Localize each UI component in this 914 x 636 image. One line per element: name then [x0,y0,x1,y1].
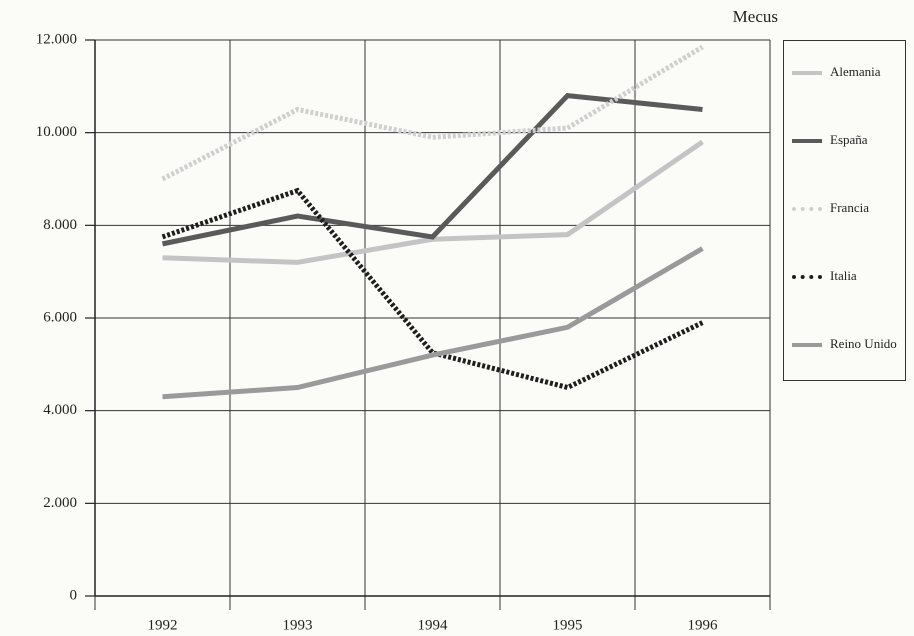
legend-swatch [792,71,822,75]
y-tick-label: 2.000 [43,495,77,511]
series-line [161,187,704,391]
legend-swatch [792,207,822,211]
y-tick-label: 10.000 [36,124,77,140]
legend-label: Italia [830,268,857,283]
x-tick-label: 1994 [418,617,449,633]
y-tick-label: 8.000 [43,217,77,233]
x-tick-label: 1993 [283,617,313,633]
y-tick-label: 12.000 [36,31,77,47]
series-line [161,44,704,182]
legend-label: Alemania [830,64,881,79]
x-tick-label: 1995 [553,617,583,633]
legend-item: Italia [792,267,904,284]
legend-label: Reino Unido [830,336,897,351]
legend-item: Reino Unido [792,335,904,352]
legend-item: España [792,131,904,148]
legend-swatch [792,275,822,279]
legend-label: Francia [830,200,869,215]
y-tick-label: 4.000 [43,402,77,418]
series-line [161,92,703,247]
legend-swatch [792,343,822,347]
y-tick-label: 6.000 [43,309,77,325]
x-tick-label: 1992 [148,617,178,633]
legend-swatch [792,139,822,143]
x-tick-label: 1996 [688,617,719,633]
legend-item: Alemania [792,63,904,80]
legend: Alemania España Francia Italia Reino Unido [783,40,906,381]
series-line [162,246,704,400]
unit-label: Mecus [733,7,778,26]
y-tick-label: 0 [70,587,78,603]
legend-item: Francia [792,199,904,216]
legend-label: España [830,132,868,147]
series-line [162,139,704,265]
